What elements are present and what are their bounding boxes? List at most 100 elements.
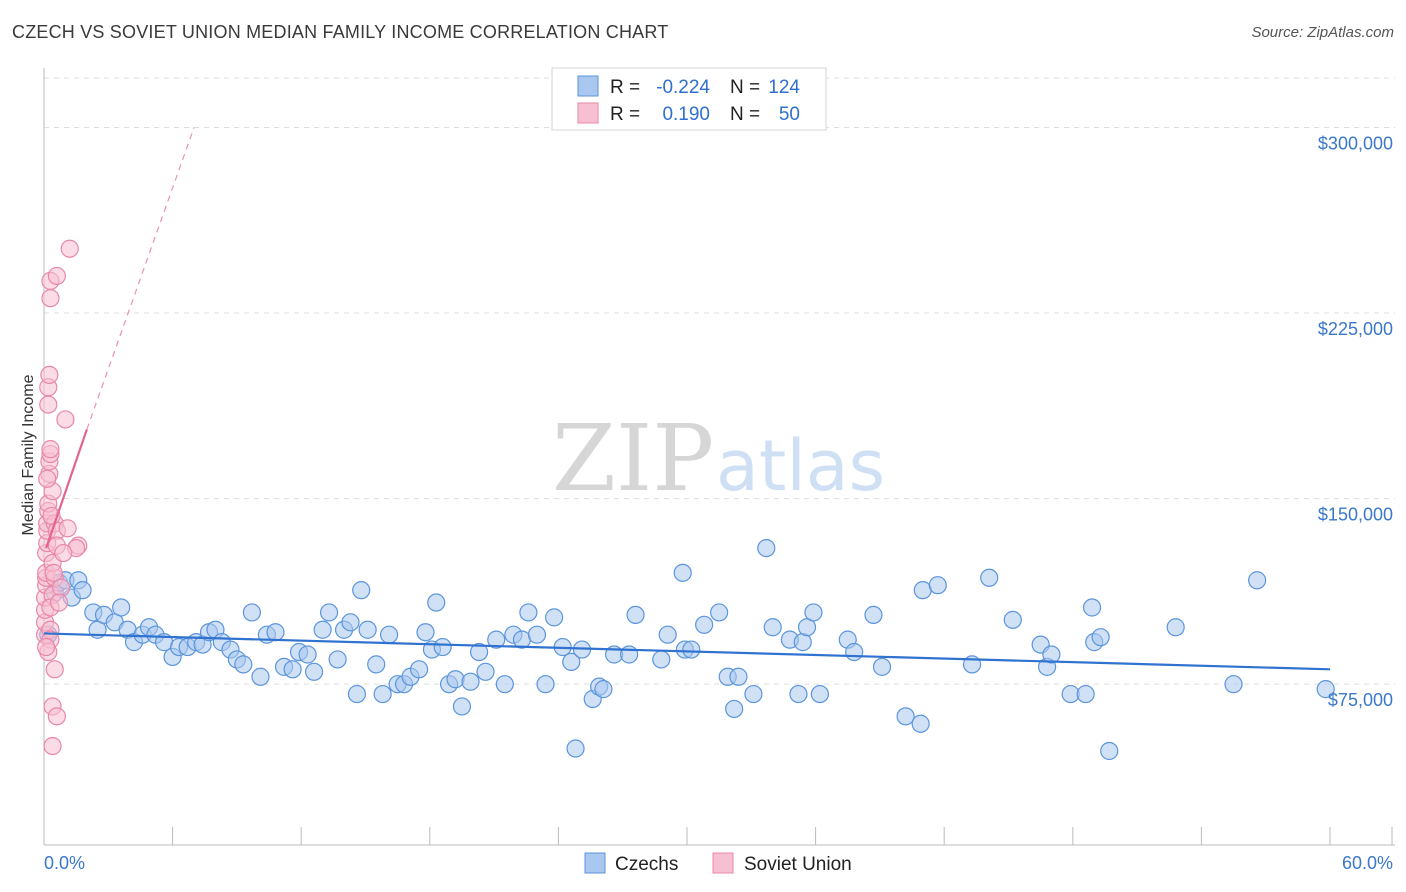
czech-point [626, 605, 645, 625]
chart-title: CZECH VS SOVIET UNION MEDIAN FAMILY INCO… [12, 22, 669, 42]
soviet-point [52, 578, 71, 597]
czech-point [1166, 618, 1185, 637]
czech-point [864, 605, 883, 625]
czech-point [283, 660, 302, 679]
czech-point [562, 652, 581, 672]
x-tick-label: 60.0% [1342, 853, 1393, 873]
bottom-legend-swatch-soviet [712, 852, 734, 874]
soviet-point [58, 519, 77, 538]
czech-point [845, 642, 864, 662]
bottom-legend-czech: Czechs [615, 854, 678, 875]
czech-point [673, 563, 692, 582]
czech-point [452, 697, 472, 716]
czech-point [487, 630, 506, 649]
czech-point [566, 739, 585, 758]
legend-swatch-soviet [577, 102, 599, 124]
czech-point [527, 625, 547, 644]
legend-n-value-soviet: 50 [779, 104, 800, 125]
y-tick-label: $300,000 [1318, 133, 1393, 153]
czech-point [536, 675, 555, 694]
trend-lines [43, 127, 1331, 671]
czech-point [1224, 675, 1243, 694]
soviet-point [54, 543, 73, 563]
czech-point [744, 684, 763, 704]
czech-point [234, 655, 253, 674]
legend-r-value-czech: -0.224 [656, 77, 710, 98]
soviet-points [35, 239, 88, 756]
soviet-point [45, 660, 64, 679]
czech-point [409, 660, 429, 679]
czech-point [710, 603, 729, 622]
soviet-point [44, 563, 63, 582]
watermark-atlas: atlas [716, 425, 885, 507]
y-tick-labels: $75,000 $150,000 $225,000 $300,000 [1318, 133, 1393, 710]
soviet-point [47, 266, 66, 286]
soviet-point [37, 637, 56, 657]
y-tick-label: $75,000 [1328, 690, 1393, 710]
czech-point [298, 645, 317, 664]
legend-n-value-czech: 124 [768, 77, 800, 98]
legend-n-label-soviet: N = [730, 104, 760, 125]
czech-point [251, 667, 270, 686]
czech-point [266, 623, 285, 642]
czech-point [433, 637, 452, 657]
czech-point [729, 667, 748, 686]
czech-point [367, 655, 386, 674]
soviet-point [60, 239, 79, 258]
czech-point [757, 538, 776, 558]
legend-r-label-soviet: R = [610, 104, 640, 125]
czech-point [896, 707, 915, 726]
czech-point [495, 675, 514, 694]
czech-point [545, 608, 564, 627]
soviet-point [41, 440, 60, 459]
grid-lines [44, 77, 1395, 685]
bottom-legend-soviet: Soviet Union [744, 854, 852, 875]
czech-point [319, 603, 339, 622]
czech-point [872, 657, 892, 676]
czech-point [519, 603, 538, 622]
czech-point [594, 680, 613, 699]
czech-point [373, 684, 392, 704]
soviet-point [38, 469, 57, 488]
czech-point [1248, 571, 1267, 590]
czech-point [313, 620, 332, 639]
czech-point [1100, 741, 1119, 761]
legend-n-label-czech: N = [730, 77, 760, 98]
watermark: ZIP atlas [552, 405, 885, 512]
czech-point [652, 650, 671, 669]
czech-point [352, 581, 371, 600]
bottom-legend: Czechs Soviet Union [584, 852, 852, 875]
czech-point [695, 615, 714, 634]
czech-point [913, 581, 932, 600]
czech-point [416, 623, 435, 642]
czech-point [1091, 628, 1110, 647]
czech-point [1042, 645, 1061, 664]
czech-point [461, 672, 480, 691]
czech-point [928, 576, 947, 595]
czech-point [725, 699, 744, 719]
soviet-trend-extension [86, 127, 195, 430]
czech-point [1316, 680, 1335, 699]
czech-point [682, 640, 701, 659]
soviet-point [43, 736, 62, 756]
czech-point [476, 662, 495, 681]
legend-r-label-czech: R = [610, 77, 640, 98]
czech-point [658, 625, 677, 644]
czech-point [804, 603, 823, 622]
soviet-point [49, 593, 69, 612]
czech-point [980, 568, 999, 587]
czech-point [112, 598, 131, 617]
czech-point [73, 581, 92, 600]
source-label: Source: ZipAtlas.com [1251, 24, 1394, 41]
czech-point [1082, 598, 1102, 617]
czech-point [911, 714, 930, 733]
czech-point [341, 613, 360, 632]
x-tick-label: 0.0% [44, 853, 85, 873]
soviet-point [47, 707, 66, 726]
czech-points [39, 538, 1335, 761]
czech-point [1003, 610, 1022, 629]
y-axis-label: Median Family Income [20, 374, 37, 535]
czech-trend-line [43, 632, 1331, 671]
czech-point [469, 642, 489, 662]
